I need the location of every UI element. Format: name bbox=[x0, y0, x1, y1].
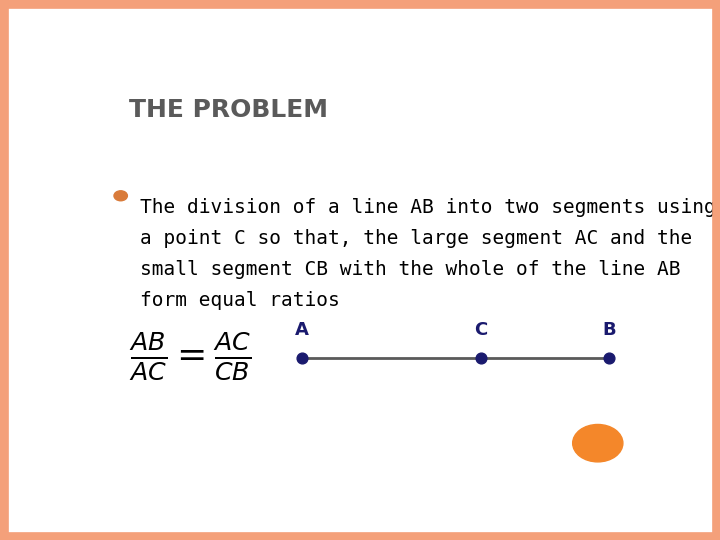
Point bbox=[603, 354, 615, 362]
Point bbox=[297, 354, 308, 362]
Point bbox=[475, 354, 487, 362]
Text: A: A bbox=[295, 321, 309, 339]
Text: small segment CB with the whole of the line AB: small segment CB with the whole of the l… bbox=[140, 260, 680, 279]
Text: $\frac{AB}{AC} = \frac{AC}{CB}$: $\frac{AB}{AC} = \frac{AC}{CB}$ bbox=[129, 330, 251, 382]
Circle shape bbox=[572, 424, 623, 462]
Text: C: C bbox=[474, 321, 487, 339]
Text: The division of a line AB into two segments using: The division of a line AB into two segme… bbox=[140, 198, 716, 217]
Text: B: B bbox=[602, 321, 616, 339]
Text: a point C so that, the large segment AC and the: a point C so that, the large segment AC … bbox=[140, 229, 693, 248]
Text: THE PROBLEM: THE PROBLEM bbox=[129, 98, 328, 122]
Text: form equal ratios: form equal ratios bbox=[140, 292, 340, 310]
Circle shape bbox=[114, 191, 127, 201]
